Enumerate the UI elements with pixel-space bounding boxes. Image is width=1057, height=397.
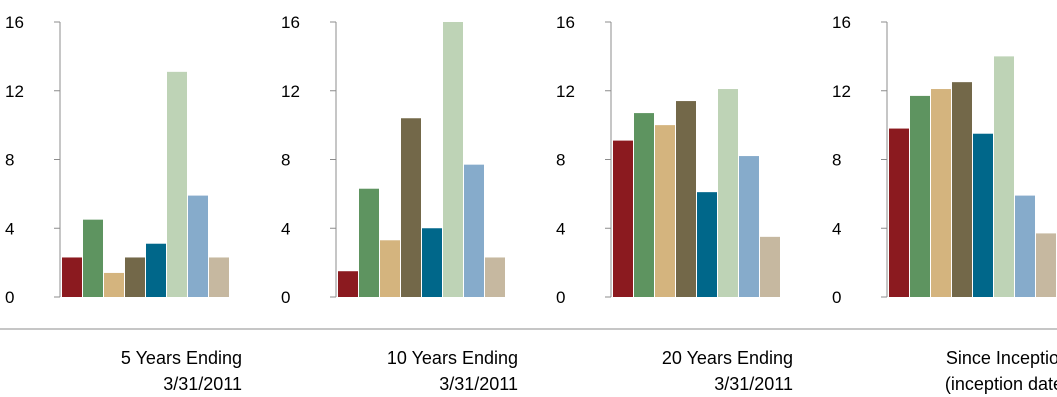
caption-line: 5 Years Ending (120, 348, 242, 368)
caption-line: 3/31/2011 (714, 374, 793, 394)
bar (380, 240, 400, 297)
bar (1036, 233, 1056, 297)
bar (718, 89, 738, 297)
bar (973, 133, 993, 297)
chart-panel-1: 0 4 8 12 16 (5, 13, 229, 307)
y-tick-label: 0 (556, 288, 565, 307)
y-tick-label: 0 (5, 288, 14, 307)
y-tick-label: 8 (832, 151, 841, 170)
y-tick-label: 4 (832, 219, 841, 238)
bar (167, 71, 187, 297)
bar (83, 219, 103, 297)
y-tick-label: 12 (832, 82, 851, 101)
bar (889, 128, 909, 297)
caption-line: 3/31/2011 (439, 374, 518, 394)
bar (634, 113, 654, 297)
y-tick-label: 4 (281, 219, 290, 238)
panel-caption: 20 Years Ending 3/31/2011 (573, 345, 793, 397)
bar (760, 236, 780, 297)
bar (401, 118, 421, 297)
y-tick-label: 8 (5, 151, 14, 170)
caption-line: 20 Years Ending (661, 348, 793, 368)
bar (485, 257, 505, 297)
bar (676, 101, 696, 297)
bar (697, 192, 717, 297)
bar (910, 95, 930, 297)
bar (188, 195, 208, 297)
chart-panel-3: 0 4 8 12 16 (556, 13, 780, 307)
y-tick-label: 12 (556, 82, 575, 101)
bar (739, 156, 759, 297)
y-tick-label: 4 (5, 219, 14, 238)
caption-line: (inception date) (944, 374, 1057, 394)
panel-caption: 5 Years Ending 3/31/2011 (22, 345, 242, 397)
bar (464, 164, 484, 297)
bar (62, 257, 82, 297)
y-tick-label: 16 (5, 13, 24, 32)
y-tick-label: 12 (281, 82, 300, 101)
bar (359, 188, 379, 297)
bar (209, 257, 229, 297)
panel-caption: Since Inception (inception date) (849, 345, 1057, 397)
caption-line: 10 Years Ending (386, 348, 518, 368)
bar (146, 243, 166, 297)
bar (952, 82, 972, 297)
y-tick-label: 16 (281, 13, 300, 32)
y-tick-label: 0 (281, 288, 290, 307)
y-tick-label: 8 (281, 151, 290, 170)
y-tick-label: 0 (832, 288, 841, 307)
y-tick-label: 4 (556, 219, 565, 238)
bar (613, 140, 633, 297)
bar (338, 271, 358, 297)
chart-panel-2: 0 4 8 12 16 (281, 13, 505, 307)
bar (422, 228, 442, 297)
caption-line: 3/31/2011 (163, 374, 242, 394)
bar (125, 257, 145, 297)
bar (443, 22, 463, 297)
bar (655, 125, 675, 297)
chart-panel-4: 0 4 8 12 16 (832, 13, 1056, 307)
y-tick-label: 16 (832, 13, 851, 32)
bar (104, 272, 124, 297)
y-tick-label: 12 (5, 82, 24, 101)
bar (994, 56, 1014, 297)
caption-line: Since Inception (945, 348, 1057, 368)
bar (931, 89, 951, 297)
panel-caption: 10 Years Ending 3/31/2011 (298, 345, 518, 397)
y-tick-label: 8 (556, 151, 565, 170)
y-tick-label: 16 (556, 13, 575, 32)
bar (1015, 195, 1035, 297)
